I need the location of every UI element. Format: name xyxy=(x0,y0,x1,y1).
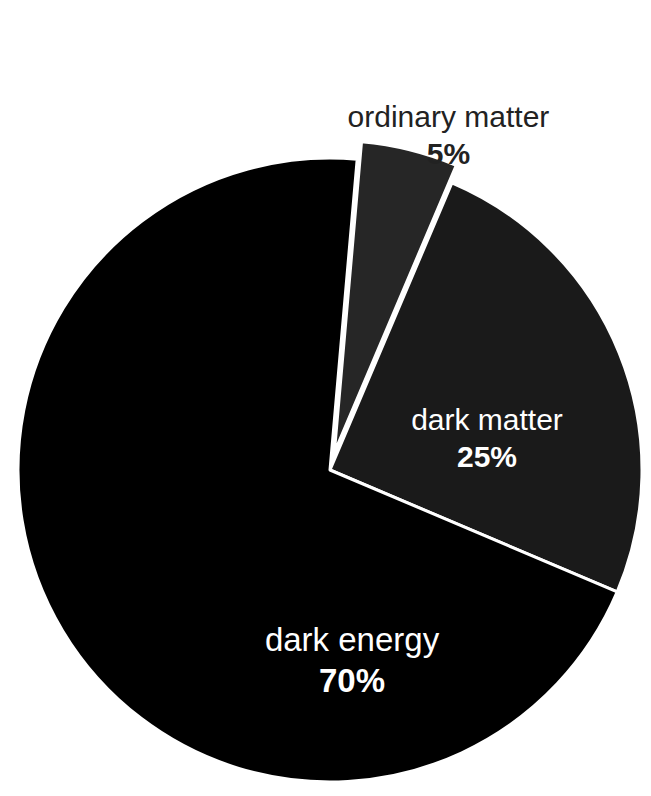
svg-text:ordinary matter: ordinary matter xyxy=(348,100,550,133)
svg-text:25%: 25% xyxy=(457,440,517,473)
svg-text:dark matter: dark matter xyxy=(411,403,563,436)
svg-text:70%: 70% xyxy=(319,662,385,699)
svg-text:dark energy: dark energy xyxy=(265,621,440,658)
svg-text:5%: 5% xyxy=(427,137,470,170)
